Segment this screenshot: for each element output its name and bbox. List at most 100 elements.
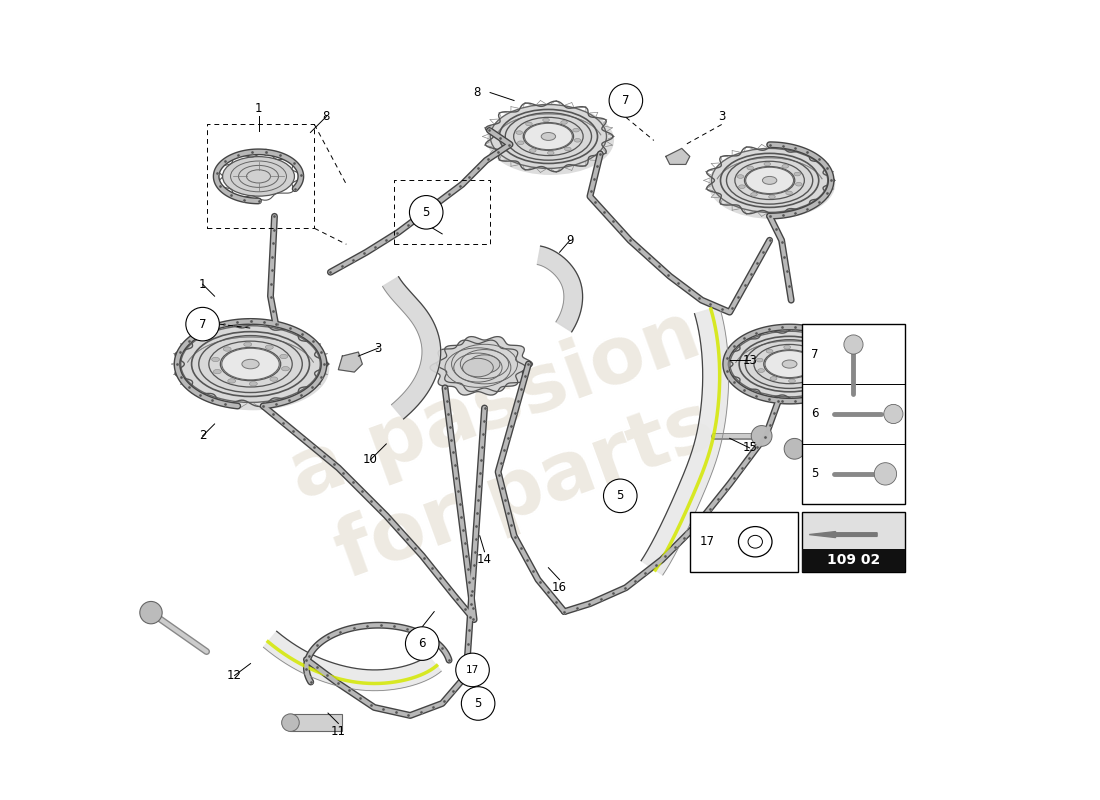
Text: 12: 12	[227, 669, 242, 682]
Text: 3: 3	[375, 342, 382, 354]
Ellipse shape	[762, 177, 777, 184]
Ellipse shape	[782, 360, 797, 368]
Ellipse shape	[802, 348, 808, 351]
Circle shape	[609, 84, 642, 118]
Ellipse shape	[757, 358, 763, 362]
Text: 7: 7	[623, 94, 629, 107]
Polygon shape	[263, 631, 441, 690]
Ellipse shape	[211, 358, 220, 362]
Ellipse shape	[228, 378, 235, 383]
Ellipse shape	[223, 347, 231, 351]
Ellipse shape	[463, 358, 493, 377]
Ellipse shape	[180, 326, 320, 402]
Polygon shape	[339, 352, 362, 372]
Ellipse shape	[815, 356, 822, 359]
Ellipse shape	[764, 162, 771, 166]
Ellipse shape	[794, 172, 801, 176]
Ellipse shape	[177, 326, 329, 410]
Ellipse shape	[279, 354, 288, 358]
Text: 10: 10	[363, 454, 377, 466]
Circle shape	[751, 426, 772, 446]
Text: 8: 8	[473, 86, 481, 99]
Circle shape	[874, 462, 896, 485]
Ellipse shape	[469, 355, 499, 374]
Ellipse shape	[491, 105, 606, 169]
Ellipse shape	[561, 121, 568, 124]
Ellipse shape	[782, 165, 789, 168]
Circle shape	[282, 714, 299, 731]
Ellipse shape	[784, 346, 791, 349]
Ellipse shape	[795, 182, 802, 186]
Text: 4: 4	[422, 218, 430, 231]
Polygon shape	[810, 531, 877, 538]
Text: 5: 5	[617, 490, 624, 502]
Ellipse shape	[548, 151, 554, 154]
Polygon shape	[430, 340, 526, 395]
Ellipse shape	[785, 191, 792, 194]
Ellipse shape	[529, 149, 536, 152]
Circle shape	[455, 653, 490, 686]
Ellipse shape	[573, 128, 580, 132]
Bar	[802, 512, 905, 572]
Polygon shape	[641, 306, 728, 575]
Ellipse shape	[222, 348, 279, 380]
Text: 9: 9	[566, 234, 574, 246]
Ellipse shape	[282, 366, 289, 371]
Ellipse shape	[750, 193, 757, 196]
Text: 16: 16	[552, 581, 568, 594]
Ellipse shape	[738, 526, 772, 557]
Ellipse shape	[747, 166, 754, 170]
Text: 7: 7	[811, 347, 818, 361]
Polygon shape	[437, 337, 532, 391]
Text: 5: 5	[422, 206, 430, 219]
Text: 15: 15	[742, 442, 757, 454]
Bar	[802, 324, 905, 504]
Ellipse shape	[517, 141, 524, 145]
Circle shape	[784, 438, 805, 459]
Ellipse shape	[526, 122, 532, 126]
Circle shape	[604, 479, 637, 513]
Ellipse shape	[748, 535, 762, 548]
Text: 2: 2	[199, 430, 207, 442]
Text: 2: 2	[878, 342, 886, 354]
Ellipse shape	[222, 157, 295, 196]
Ellipse shape	[242, 359, 260, 369]
Ellipse shape	[541, 133, 556, 141]
Ellipse shape	[265, 345, 273, 350]
Ellipse shape	[758, 369, 764, 372]
Circle shape	[406, 627, 439, 660]
Ellipse shape	[770, 377, 777, 380]
Ellipse shape	[739, 185, 745, 189]
Text: 5: 5	[811, 467, 818, 480]
Text: 14: 14	[477, 554, 492, 566]
Circle shape	[461, 686, 495, 720]
Circle shape	[186, 307, 219, 341]
Text: 6: 6	[811, 407, 818, 421]
Ellipse shape	[737, 174, 744, 178]
Polygon shape	[383, 277, 441, 419]
Bar	[802, 549, 905, 572]
Polygon shape	[537, 246, 583, 332]
Ellipse shape	[574, 138, 581, 142]
Text: 6: 6	[418, 637, 426, 650]
Polygon shape	[666, 149, 690, 165]
Ellipse shape	[542, 118, 549, 122]
Text: 5: 5	[474, 697, 482, 710]
Text: 17: 17	[466, 665, 480, 675]
Ellipse shape	[250, 382, 257, 386]
Circle shape	[883, 404, 903, 423]
Bar	[290, 714, 342, 731]
Ellipse shape	[746, 167, 793, 194]
Ellipse shape	[564, 147, 571, 150]
Ellipse shape	[708, 149, 835, 219]
Ellipse shape	[712, 149, 827, 212]
Text: 8: 8	[322, 110, 330, 123]
Ellipse shape	[213, 370, 221, 374]
Ellipse shape	[764, 350, 814, 378]
Ellipse shape	[270, 377, 278, 382]
Circle shape	[140, 602, 162, 624]
Bar	[690, 512, 798, 572]
Ellipse shape	[727, 332, 857, 404]
Text: 12: 12	[858, 478, 873, 490]
Ellipse shape	[244, 342, 252, 346]
